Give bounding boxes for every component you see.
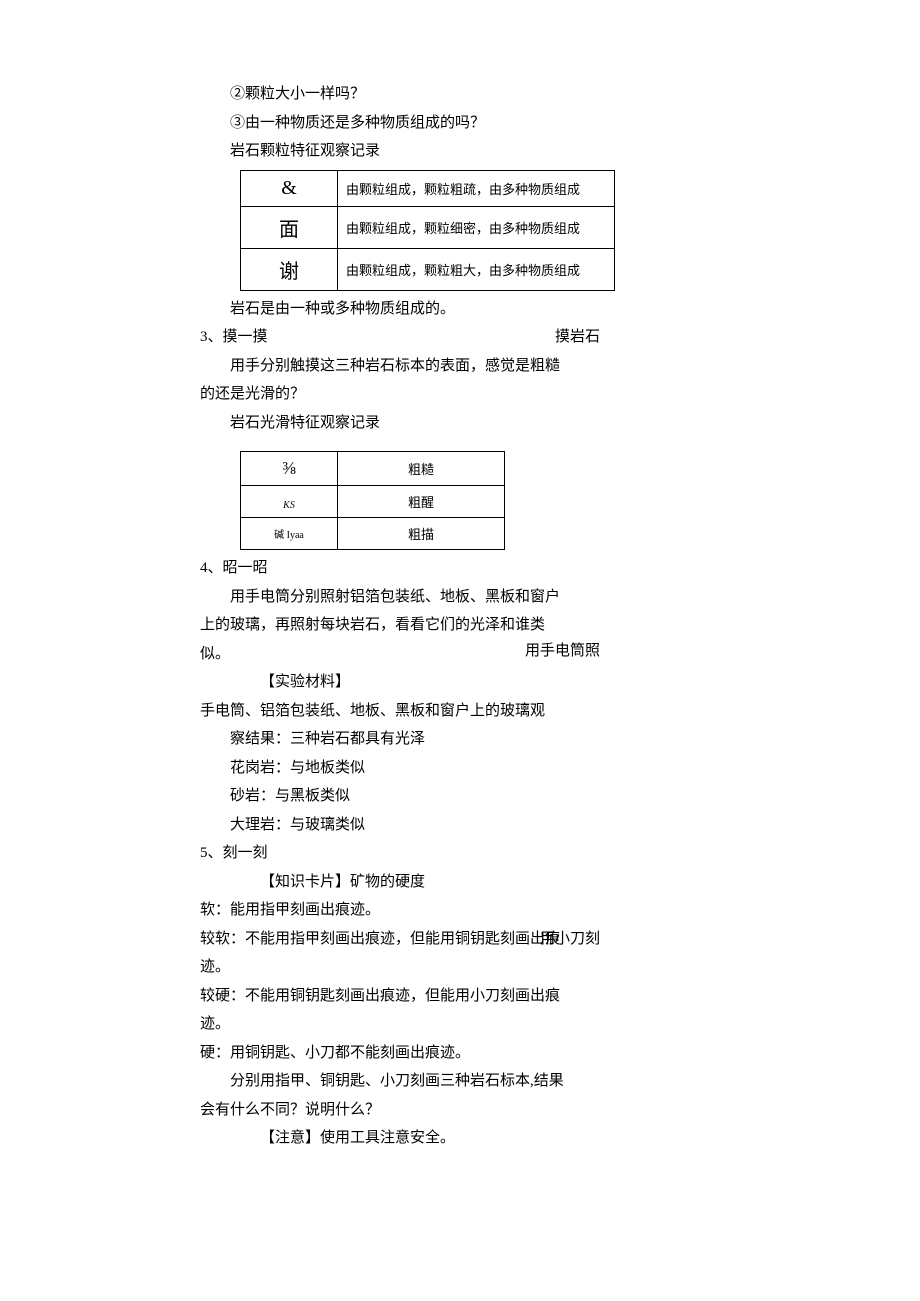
table-row: & 由颗粒组成，颗粒粗疏，由多种物质组成	[241, 170, 615, 206]
hardness-soft: 软：能用指甲刻画出痕迹。	[200, 896, 760, 925]
result-sandstone: 砂岩：与黑板类似	[200, 782, 760, 811]
section-3-heading: 3、摸一摸	[200, 323, 760, 352]
caution-note: 【注意】使用工具注意安全。	[200, 1124, 760, 1153]
table-row: 面 由颗粒组成，颗粒细密，由多种物质组成	[241, 206, 615, 248]
section-4-body: 用手电筒分别照射铝箔包装纸、地板、黑板和窗户上的玻璃，再照射每块岩石，看看它们的…	[200, 583, 570, 669]
hardness-hardish: 较硬：不能用铜钥匙刻画出痕迹，但能用小刀刻画出痕迹。	[200, 982, 570, 1039]
row-label: ⅜	[241, 452, 338, 486]
hardness-softish: 较软：不能用指甲刻画出痕迹，但能用铜钥匙刻画出痕迹。	[200, 925, 570, 982]
table1-conclusion: 岩石是由一种或多种物质组成的。	[200, 295, 760, 324]
section-5-question: 分别用指甲、铜钥匙、小刀刻画三种岩石标本,结果会有什么不同？说明什么？	[200, 1067, 570, 1124]
table1-title: 岩石颗粒特征观察记录	[200, 137, 760, 166]
row-label: KS	[241, 486, 338, 518]
result-granite: 花岗岩：与地板类似	[200, 754, 760, 783]
section-3-body: 用手分别触摸这三种岩石标本的表面，感觉是粗糙的还是光滑的？	[200, 352, 570, 409]
row-value: 由颗粒组成，颗粒粗大，由多种物质组成	[338, 248, 615, 290]
table-row: 碱 Iyaa 粗描	[241, 518, 505, 550]
row-value: 由颗粒组成，颗粒粗疏，由多种物质组成	[338, 170, 615, 206]
row-value: 粗醒	[338, 486, 505, 518]
row-label: 谢	[241, 248, 338, 290]
row-value: 由颗粒组成，颗粒细密，由多种物质组成	[338, 206, 615, 248]
section-4-heading: 4、昭一昭	[200, 554, 760, 583]
row-value: 粗糙	[338, 452, 505, 486]
row-label: &	[241, 170, 338, 206]
row-value: 粗描	[338, 518, 505, 550]
section-5-heading: 5、刻一刻	[200, 839, 760, 868]
knowledge-card-title: 【知识卡片】矿物的硬度	[200, 868, 760, 897]
side-note-knife: 用小刀刻	[540, 925, 600, 954]
table-row: ⅜ 粗糙	[241, 452, 505, 486]
row-label: 碱 Iyaa	[241, 518, 338, 550]
question-item-3: ③由一种物质还是多种物质组成的吗？	[200, 109, 760, 138]
row-label: 面	[241, 206, 338, 248]
experiment-materials-line: 手电筒、铝箔包装纸、地板、黑板和窗户上的玻璃观	[200, 697, 760, 726]
question-item-2: ②颗粒大小一样吗？	[200, 80, 760, 109]
table-row: 谢 由颗粒组成，颗粒粗大，由多种物质组成	[241, 248, 615, 290]
side-note-light: 用手电筒照	[525, 637, 600, 666]
smoothness-table: ⅜ 粗糙 KS 粗醒 碱 Iyaa 粗描	[240, 451, 505, 550]
experiment-materials-title: 【实验材料】	[200, 668, 760, 697]
particle-feature-table: & 由颗粒组成，颗粒粗疏，由多种物质组成 面 由颗粒组成，颗粒细密，由多种物质组…	[240, 170, 615, 291]
result-marble: 大理岩：与玻璃类似	[200, 811, 760, 840]
table-row: KS 粗醒	[241, 486, 505, 518]
table2-title: 岩石光滑特征观察记录	[200, 409, 760, 438]
observation-result: 察结果：三种岩石都具有光泽	[200, 725, 760, 754]
hardness-hard: 硬：用铜钥匙、小刀都不能刻画出痕迹。	[200, 1039, 760, 1068]
side-note-touch: 摸岩石	[555, 323, 600, 352]
